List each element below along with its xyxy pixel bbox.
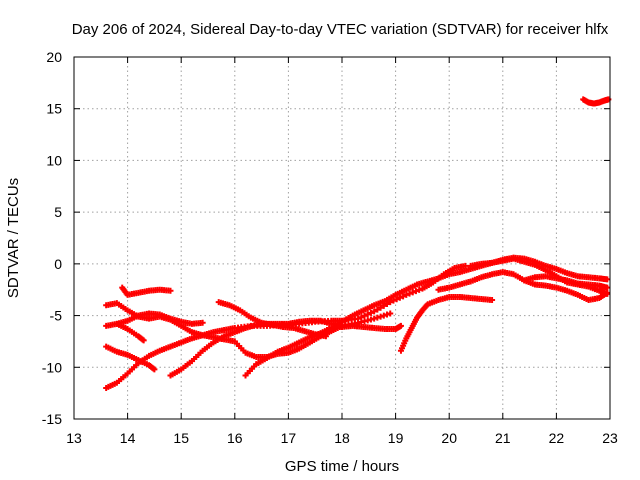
series-trace-7 — [167, 317, 404, 379]
data-point — [374, 314, 381, 321]
data-point — [371, 315, 378, 322]
data-point — [387, 310, 394, 317]
data-point — [151, 366, 158, 373]
data-point — [400, 293, 407, 300]
data-point — [604, 290, 611, 297]
data-point — [167, 287, 174, 294]
series-trace-10 — [397, 293, 496, 354]
data-point — [380, 302, 387, 309]
grid — [74, 57, 610, 419]
x-tick-label: 16 — [227, 430, 243, 446]
data-point — [393, 296, 400, 303]
y-tick-label: 5 — [54, 204, 62, 220]
data-point — [367, 309, 374, 316]
y-tick-label: 20 — [46, 49, 62, 65]
data-point — [462, 262, 469, 269]
data-series — [103, 96, 612, 391]
y-tick-label: 15 — [46, 101, 62, 117]
data-point — [377, 313, 384, 320]
x-tick-label: 13 — [66, 430, 82, 446]
y-tick-label: -10 — [42, 359, 62, 375]
data-point — [604, 284, 611, 291]
x-tick-label: 21 — [495, 430, 511, 446]
data-point — [199, 319, 206, 326]
x-axis-label: GPS time / hours — [285, 458, 399, 475]
y-tick-label: 0 — [54, 256, 62, 272]
series-trace-13 — [521, 273, 611, 291]
data-point — [397, 322, 404, 329]
data-point — [140, 337, 147, 344]
data-point — [371, 308, 378, 315]
series-trace-5 — [113, 320, 147, 344]
x-tick-label: 20 — [441, 430, 457, 446]
data-point — [387, 299, 394, 306]
data-point — [403, 291, 410, 298]
x-tick-label: 23 — [602, 430, 618, 446]
data-point — [364, 311, 371, 318]
data-point — [374, 306, 381, 313]
data-point — [384, 311, 391, 318]
axis-ticks: 13 14 15 16 17 18 19 20 21 22 23 -15 -10 -5 0 5 10 15 20 — [42, 49, 618, 446]
x-tick-label: 22 — [549, 430, 565, 446]
y-tick-label: -5 — [50, 308, 63, 324]
chart-title: Day 206 of 2024, Sidereal Day-to-day VTE… — [72, 21, 609, 38]
data-point — [361, 312, 368, 319]
data-point — [604, 276, 611, 283]
data-point — [409, 289, 416, 296]
x-tick-label: 14 — [120, 430, 136, 446]
series-trace-2 — [103, 343, 158, 373]
series-trace-6 — [119, 284, 174, 298]
data-point — [412, 288, 419, 295]
y-tick-label: 10 — [46, 152, 62, 168]
x-tick-label: 18 — [334, 430, 350, 446]
x-tick-label: 19 — [388, 430, 404, 446]
data-point — [489, 297, 496, 304]
data-point — [406, 290, 413, 297]
y-axis-label: SDTVAR / TECUs — [5, 178, 22, 298]
series-trace-11 — [435, 269, 611, 304]
data-point — [416, 286, 423, 293]
series-trace-14 — [580, 96, 612, 107]
x-tick-label: 17 — [281, 430, 297, 446]
data-point — [380, 312, 387, 319]
data-point — [322, 333, 329, 340]
x-tick-label: 15 — [173, 430, 189, 446]
y-tick-label: -15 — [42, 411, 62, 427]
